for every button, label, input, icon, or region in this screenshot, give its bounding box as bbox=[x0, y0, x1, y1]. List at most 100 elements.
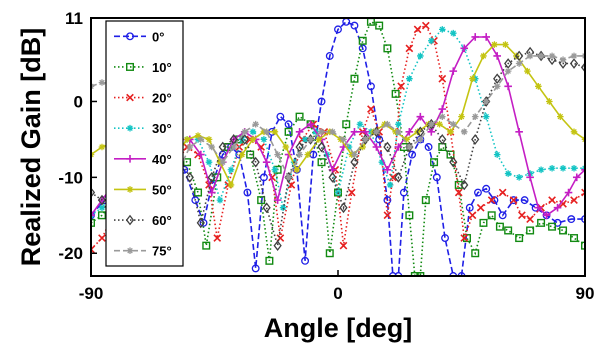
legend-item: 75° bbox=[114, 244, 172, 259]
data-point bbox=[567, 215, 576, 224]
data-point bbox=[383, 196, 392, 205]
data-point bbox=[471, 249, 480, 258]
data-point bbox=[304, 151, 312, 158]
series-line bbox=[91, 51, 585, 248]
data-point bbox=[535, 82, 542, 90]
data-point bbox=[399, 188, 408, 197]
data-point bbox=[293, 166, 301, 174]
data-point bbox=[509, 196, 518, 205]
data-point bbox=[227, 181, 235, 189]
data-point bbox=[251, 264, 260, 273]
data-point bbox=[295, 112, 304, 121]
legend-marker bbox=[126, 124, 134, 132]
data-point bbox=[537, 52, 545, 60]
data-point bbox=[405, 44, 414, 53]
data-point bbox=[460, 44, 469, 53]
data-point bbox=[356, 120, 364, 128]
data-point bbox=[479, 218, 488, 227]
x-tick-label: 0 bbox=[333, 284, 342, 303]
data-point bbox=[339, 241, 348, 250]
data-point bbox=[317, 141, 326, 153]
data-point bbox=[207, 188, 216, 197]
data-point bbox=[559, 226, 568, 235]
legend-marker bbox=[125, 62, 134, 71]
x-tick-label: -90 bbox=[79, 284, 104, 303]
data-point bbox=[98, 234, 106, 242]
data-point bbox=[537, 218, 546, 227]
data-point bbox=[480, 52, 487, 60]
data-point bbox=[476, 203, 485, 212]
data-point bbox=[259, 173, 268, 182]
data-point bbox=[454, 188, 463, 197]
data-point bbox=[342, 120, 351, 129]
data-point bbox=[262, 202, 271, 214]
data-point bbox=[318, 128, 325, 136]
data-point bbox=[351, 151, 358, 158]
data-point bbox=[570, 234, 579, 243]
data-point bbox=[230, 143, 238, 151]
data-point bbox=[350, 21, 359, 30]
data-point bbox=[405, 211, 414, 220]
legend-label: 50° bbox=[152, 182, 172, 197]
x-tick-label: 90 bbox=[576, 284, 595, 303]
legend-label: 10° bbox=[152, 60, 172, 75]
data-point bbox=[213, 234, 222, 242]
data-point bbox=[91, 245, 95, 254]
data-point bbox=[526, 226, 535, 235]
data-point bbox=[534, 203, 543, 212]
data-point bbox=[471, 113, 479, 120]
data-point bbox=[284, 127, 293, 136]
data-point bbox=[413, 25, 422, 34]
data-point bbox=[491, 41, 498, 48]
data-point bbox=[339, 202, 348, 214]
x-axis-label: Angle [deg] bbox=[264, 313, 413, 343]
data-point bbox=[383, 44, 392, 53]
data-point bbox=[340, 136, 347, 143]
data-point bbox=[482, 113, 490, 120]
legend-marker bbox=[126, 186, 134, 193]
data-point bbox=[317, 158, 326, 167]
data-point bbox=[449, 272, 458, 276]
legend-label: 30° bbox=[152, 121, 172, 136]
legend-label: 60° bbox=[152, 213, 172, 228]
data-point bbox=[383, 165, 392, 174]
data-point bbox=[454, 180, 463, 189]
data-point bbox=[394, 272, 403, 276]
legend-item: 10° bbox=[114, 60, 172, 75]
data-point bbox=[438, 113, 446, 120]
data-point bbox=[493, 151, 501, 158]
data-point bbox=[417, 136, 424, 143]
data-point bbox=[325, 51, 334, 60]
data-point bbox=[406, 143, 413, 151]
data-point bbox=[284, 120, 293, 129]
data-point bbox=[548, 52, 556, 60]
data-point bbox=[97, 211, 106, 220]
data-point bbox=[416, 272, 425, 276]
data-point bbox=[509, 196, 518, 204]
data-point bbox=[350, 128, 359, 136]
data-point bbox=[436, 120, 443, 128]
data-point bbox=[197, 136, 205, 143]
legend-item: 40° bbox=[114, 152, 172, 167]
data-point bbox=[498, 188, 507, 197]
data-point bbox=[504, 67, 512, 75]
data-point bbox=[518, 211, 526, 220]
y-tick-label: 11 bbox=[65, 9, 83, 28]
data-point bbox=[384, 120, 391, 128]
data-point bbox=[362, 136, 369, 143]
data-point bbox=[388, 272, 397, 276]
data-point bbox=[421, 196, 430, 205]
legend-item: 30° bbox=[114, 121, 172, 136]
legend-item: 60° bbox=[114, 213, 172, 228]
data-point bbox=[428, 120, 435, 128]
data-point bbox=[457, 272, 466, 276]
data-point bbox=[537, 166, 545, 174]
data-point bbox=[91, 218, 95, 227]
data-point bbox=[359, 143, 366, 151]
data-point bbox=[273, 196, 282, 204]
series-line bbox=[91, 24, 585, 250]
y-tick-label: -20 bbox=[58, 244, 83, 263]
legend-label: 75° bbox=[152, 244, 172, 259]
data-point bbox=[196, 150, 205, 159]
data-point bbox=[581, 241, 585, 250]
